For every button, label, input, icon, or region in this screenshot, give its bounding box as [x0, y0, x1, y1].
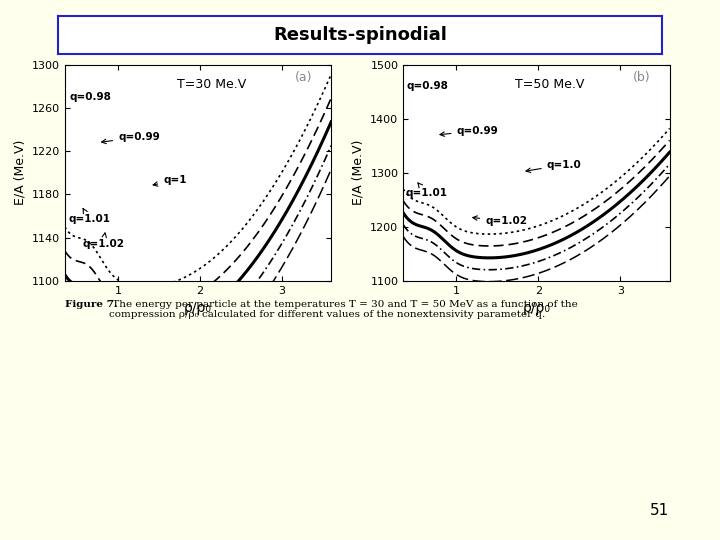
Text: q=1.01: q=1.01: [405, 183, 448, 198]
Text: q=0.98: q=0.98: [407, 82, 449, 91]
X-axis label: ρ/ρ₀: ρ/ρ₀: [523, 301, 550, 315]
Text: q=1.01: q=1.01: [68, 208, 110, 224]
Text: Figure 7.: Figure 7.: [65, 300, 117, 309]
Text: 51: 51: [650, 503, 670, 518]
Text: q=1.02: q=1.02: [473, 216, 527, 226]
Text: q=0.99: q=0.99: [102, 132, 160, 144]
Text: T=50 Me.V: T=50 Me.V: [515, 78, 585, 91]
X-axis label: ρ/ρ₀: ρ/ρ₀: [184, 301, 212, 315]
Text: Results-spinodial: Results-spinodial: [273, 26, 447, 44]
Text: (b): (b): [634, 71, 651, 84]
Text: q=0.99: q=0.99: [440, 126, 498, 136]
Text: q=1: q=1: [153, 176, 186, 186]
Text: (a): (a): [295, 71, 312, 84]
Text: q=1.02: q=1.02: [82, 233, 124, 249]
Text: T=30 Me.V: T=30 Me.V: [176, 78, 246, 91]
Y-axis label: E/A (Me.V): E/A (Me.V): [351, 140, 364, 206]
Text: The energy per particle at the temperatures T = 30 and T = 50 MeV as a function : The energy per particle at the temperatu…: [109, 300, 578, 319]
Text: q=0.98: q=0.98: [70, 92, 112, 102]
Y-axis label: E/A (Me.V): E/A (Me.V): [13, 140, 26, 206]
Text: q=1.0: q=1.0: [526, 160, 581, 172]
